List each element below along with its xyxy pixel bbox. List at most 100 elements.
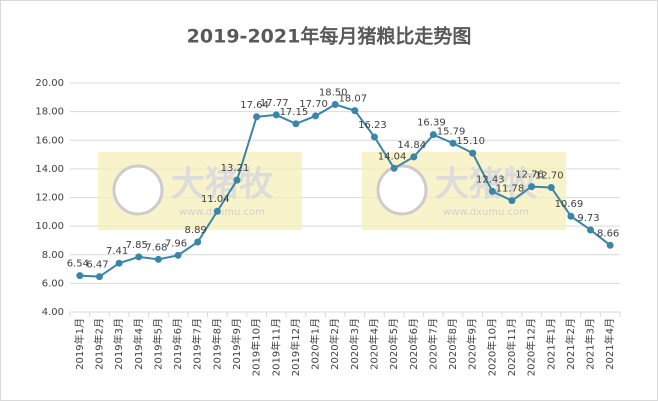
x-tick-label: 2021年1月 — [544, 318, 557, 370]
point — [292, 120, 300, 128]
value-label: 12.43 — [476, 174, 505, 185]
x-tick-label: 2019年2月 — [92, 318, 105, 370]
value-label: 15.79 — [437, 126, 466, 137]
point — [429, 131, 437, 139]
x-tick-label: 2019年4月 — [132, 318, 145, 370]
point — [115, 259, 123, 267]
point — [135, 253, 143, 261]
y-tick-label: 8.00 — [42, 250, 64, 261]
value-label: 9.73 — [577, 213, 599, 224]
y-tick-label: 10.00 — [35, 221, 64, 232]
value-label: 16.23 — [358, 120, 387, 131]
value-label: 17.77 — [260, 98, 289, 109]
point — [194, 238, 202, 246]
x-tick-label: 2019年1月 — [73, 318, 86, 370]
point — [488, 187, 496, 195]
y-tick-label: 4.00 — [42, 307, 64, 318]
y-tick-label: 20.00 — [35, 78, 64, 89]
point — [606, 241, 614, 249]
watermark-logo — [112, 164, 164, 216]
y-tick-label: 12.00 — [35, 193, 64, 204]
x-tick-label: 2020年5月 — [387, 318, 400, 370]
value-label: 16.39 — [417, 118, 446, 129]
value-label: 7.85 — [126, 240, 148, 251]
value-label: 7.96 — [165, 238, 187, 249]
value-label: 7.68 — [145, 242, 167, 253]
x-tick-label: 2021年4月 — [603, 318, 616, 370]
x-tick-label: 2019年9月 — [230, 318, 243, 370]
value-label: 13.21 — [221, 163, 250, 174]
point — [547, 183, 555, 191]
x-tick-label: 2020年6月 — [407, 318, 420, 370]
x-tick-label: 2020年11月 — [505, 318, 518, 376]
x-tick-label: 2019年7月 — [191, 318, 204, 370]
x-tick-label: 2019年3月 — [112, 318, 125, 370]
value-label: 8.66 — [597, 228, 619, 239]
point — [508, 197, 516, 205]
x-tick-label: 2020年8月 — [446, 318, 459, 370]
x-tick-label: 2019年5月 — [151, 318, 164, 370]
y-tick-label: 18.00 — [35, 107, 64, 118]
value-label: 6.54 — [67, 259, 89, 270]
x-tick-label: 2019年11月 — [269, 318, 282, 376]
value-label: 18.07 — [339, 94, 368, 105]
value-label: 12.76 — [515, 170, 544, 181]
point — [154, 255, 162, 263]
x-tick-label: 2020年12月 — [525, 318, 538, 376]
x-tick-label: 2021年2月 — [564, 318, 577, 370]
y-tick-label: 14.00 — [35, 164, 64, 175]
point — [213, 207, 221, 215]
value-label: 14.04 — [378, 151, 407, 162]
watermark-brand: 大猪牧 — [171, 165, 274, 205]
point — [528, 183, 536, 191]
point — [76, 272, 84, 280]
x-tick-label: 2019年12月 — [289, 318, 302, 376]
y-tick-label: 16.00 — [35, 135, 64, 146]
point — [390, 164, 398, 172]
x-tick-label: 2019年10月 — [250, 318, 263, 376]
point — [95, 273, 103, 281]
watermark-brand: 大猪牧 — [435, 165, 538, 205]
x-tick-label: 2020年9月 — [466, 318, 479, 370]
watermark-url: www.dxumu.com — [443, 207, 529, 218]
point — [410, 153, 418, 161]
value-label: 17.15 — [280, 107, 309, 118]
point — [233, 176, 241, 184]
watermark-logo — [376, 164, 428, 216]
x-tick-label: 2019年8月 — [210, 318, 223, 370]
x-tick-label: 2020年1月 — [309, 318, 322, 370]
x-tick-label: 2019年6月 — [171, 318, 184, 370]
point — [587, 226, 595, 234]
point — [272, 111, 280, 119]
point — [567, 212, 575, 220]
x-tick-label: 2020年4月 — [367, 318, 380, 370]
point — [370, 133, 378, 141]
x-tick-label: 2020年2月 — [328, 318, 341, 370]
value-label: 8.89 — [185, 225, 207, 236]
y-tick-label: 6.00 — [42, 278, 64, 289]
point — [351, 107, 359, 115]
watermark-url: www.dxumu.com — [179, 207, 265, 218]
value-label: 15.10 — [456, 136, 485, 147]
point — [331, 100, 339, 108]
value-label: 6.47 — [86, 260, 108, 271]
value-label: 18.50 — [319, 87, 348, 98]
value-label: 7.41 — [106, 246, 128, 257]
value-label: 11.78 — [496, 184, 525, 195]
value-label: 12.70 — [535, 170, 564, 181]
x-tick-label: 2020年7月 — [426, 318, 439, 370]
point — [312, 112, 320, 120]
x-tick-label: 2021年3月 — [584, 318, 597, 370]
value-label: 14.84 — [397, 140, 426, 151]
x-tick-label: 2020年3月 — [348, 318, 361, 370]
point — [253, 113, 261, 121]
chart-title: 2019-2021年每月猪粮比走势图 — [187, 25, 472, 48]
watermark-boxes: 大猪牧 大猪牧 www.dxumu.com www.dxumu.com — [98, 152, 566, 230]
x-tick-label: 2020年10月 — [485, 318, 498, 376]
point — [449, 139, 457, 147]
point — [469, 149, 477, 157]
value-label: 17.64 — [240, 100, 269, 111]
value-label: 10.69 — [555, 199, 584, 210]
